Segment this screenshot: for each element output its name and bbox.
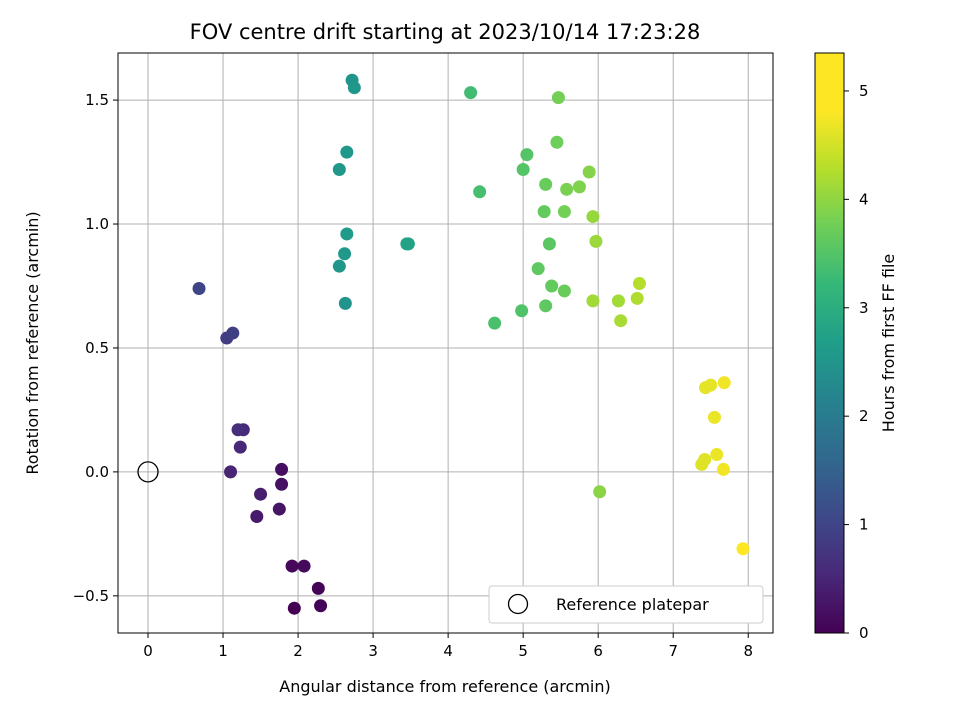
data-point bbox=[332, 259, 346, 273]
data-point bbox=[589, 234, 603, 248]
data-point bbox=[275, 477, 289, 491]
x-tick-label: 8 bbox=[743, 642, 753, 660]
data-point bbox=[338, 296, 352, 310]
x-tick-label: 4 bbox=[443, 642, 453, 660]
data-point bbox=[542, 237, 556, 251]
data-point bbox=[560, 182, 574, 196]
data-point bbox=[332, 162, 346, 176]
data-point bbox=[464, 86, 478, 100]
data-point bbox=[550, 135, 564, 149]
data-point bbox=[515, 304, 529, 318]
data-point bbox=[314, 599, 328, 613]
data-point bbox=[226, 326, 240, 340]
x-tick-label: 3 bbox=[368, 642, 378, 660]
data-point bbox=[338, 247, 352, 261]
x-tick-label: 2 bbox=[293, 642, 303, 660]
data-point bbox=[285, 559, 299, 573]
data-point bbox=[545, 279, 559, 293]
data-point bbox=[347, 81, 361, 95]
data-point bbox=[340, 227, 354, 241]
data-point bbox=[586, 294, 600, 308]
colorbar-tick-label: 1 bbox=[859, 516, 869, 534]
legend-box bbox=[488, 585, 764, 624]
data-point bbox=[272, 502, 286, 516]
x-tick-label: 5 bbox=[518, 642, 528, 660]
data-point bbox=[557, 284, 571, 298]
data-point bbox=[586, 210, 600, 224]
legend: Reference platepar bbox=[488, 585, 764, 624]
colorbar-tick-label: 3 bbox=[859, 299, 869, 317]
data-point bbox=[630, 291, 644, 305]
data-point bbox=[224, 465, 238, 479]
data-point bbox=[531, 262, 545, 276]
data-point bbox=[614, 314, 628, 328]
y-tick-label: 1.5 bbox=[85, 91, 109, 109]
plot-area bbox=[117, 52, 774, 634]
data-point bbox=[297, 559, 311, 573]
data-point bbox=[582, 165, 596, 179]
axes-frame bbox=[117, 52, 774, 634]
data-point bbox=[488, 316, 502, 330]
data-point bbox=[254, 487, 268, 501]
y-tick-label: 1.0 bbox=[85, 215, 109, 233]
data-point bbox=[287, 601, 301, 615]
grid bbox=[118, 53, 773, 633]
data-point bbox=[233, 440, 247, 454]
y-axis-label: Rotation from reference (arcmin) bbox=[23, 211, 42, 474]
data-point bbox=[632, 277, 646, 291]
data-point bbox=[311, 581, 325, 595]
data-point bbox=[192, 281, 206, 295]
data-point bbox=[572, 180, 586, 194]
y-tick-label: 0.0 bbox=[85, 463, 109, 481]
data-point bbox=[539, 299, 553, 313]
chart-title: FOV centre drift starting at 2023/10/14 … bbox=[190, 20, 701, 44]
legend-marker bbox=[507, 593, 529, 615]
data-points bbox=[192, 73, 750, 615]
colorbar-label: Hours from first FF file bbox=[879, 254, 898, 433]
reference-point bbox=[137, 461, 159, 483]
x-tick-label: 7 bbox=[668, 642, 678, 660]
data-point bbox=[593, 485, 607, 499]
x-axis-ticks: 0 1 2 3 4 5 6 7 8 bbox=[143, 633, 753, 660]
y-axis-ticks: −0.5 0.0 0.5 1.0 1.5 bbox=[73, 91, 118, 605]
data-point bbox=[401, 237, 415, 251]
y-tick-label: 0.5 bbox=[85, 339, 109, 357]
data-point bbox=[473, 185, 487, 199]
x-axis-label: Angular distance from reference (arcmin) bbox=[279, 677, 610, 696]
colorbar-gradient bbox=[814, 52, 845, 634]
colorbar: 0 1 2 3 4 5 Hours from first FF file bbox=[814, 52, 898, 642]
colorbar-tick-label: 5 bbox=[859, 82, 869, 100]
y-tick-label: −0.5 bbox=[73, 587, 109, 605]
data-point bbox=[551, 91, 565, 105]
data-point bbox=[611, 294, 625, 308]
data-point bbox=[539, 177, 553, 191]
data-point bbox=[557, 205, 571, 219]
colorbar-tick-label: 0 bbox=[859, 624, 869, 642]
x-tick-label: 0 bbox=[143, 642, 153, 660]
colorbar-tick-label: 4 bbox=[859, 190, 869, 208]
data-point bbox=[707, 410, 721, 424]
colorbar-ticks: 0 1 2 3 4 5 bbox=[844, 82, 869, 642]
data-point bbox=[250, 510, 264, 524]
data-point bbox=[340, 145, 354, 159]
data-point bbox=[698, 452, 712, 466]
colorbar-tick-label: 2 bbox=[859, 407, 869, 425]
data-point bbox=[520, 148, 534, 162]
data-point bbox=[717, 376, 731, 390]
legend-label: Reference platepar bbox=[556, 595, 709, 614]
x-tick-label: 6 bbox=[593, 642, 603, 660]
data-point bbox=[716, 462, 730, 476]
data-point bbox=[736, 542, 750, 556]
data-point bbox=[537, 205, 551, 219]
data-point bbox=[516, 162, 530, 176]
data-point bbox=[710, 448, 724, 462]
x-tick-label: 1 bbox=[218, 642, 228, 660]
data-point bbox=[231, 423, 245, 437]
data-point bbox=[704, 378, 718, 392]
data-point bbox=[275, 462, 289, 476]
